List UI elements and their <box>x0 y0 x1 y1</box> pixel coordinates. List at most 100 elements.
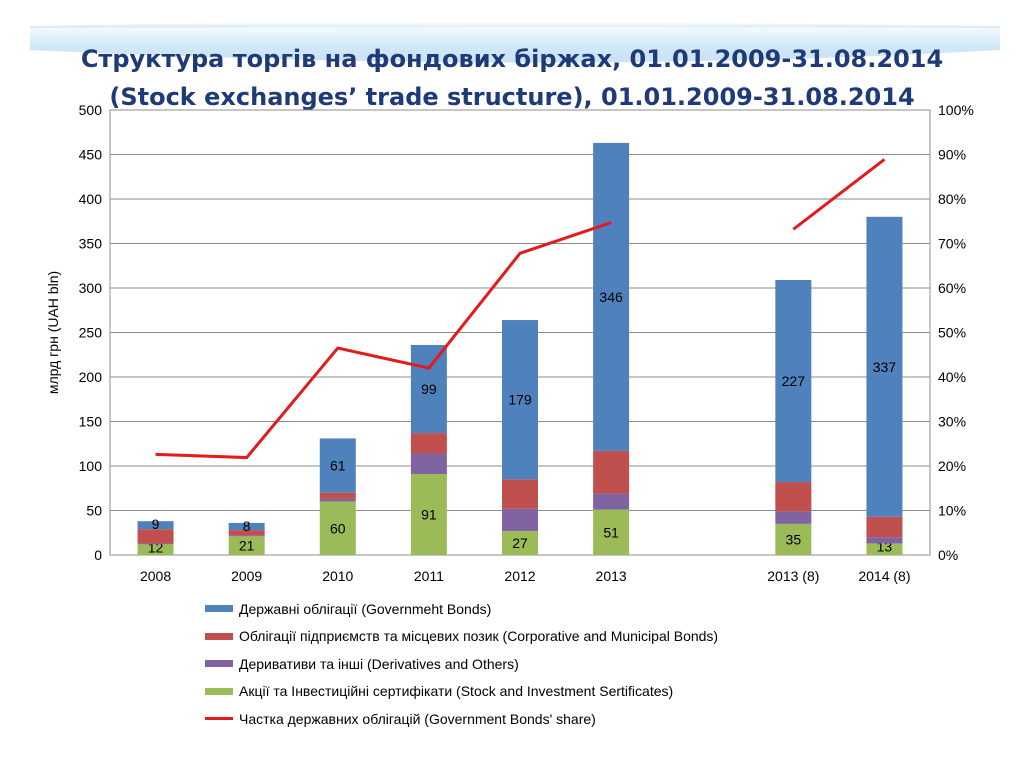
bar-derivatives <box>775 511 812 524</box>
bar-stocks <box>319 501 356 555</box>
bar-government <box>593 142 630 451</box>
chart-title: Структура торгів на фондових біржах, 01.… <box>0 40 1024 116</box>
y2-tick-label: 50% <box>938 325 966 341</box>
bar-corporate <box>228 530 265 536</box>
legend-item-derivatives: Деривативи та інші (Derivatives and Othe… <box>205 650 718 678</box>
bar-derivatives <box>319 498 356 502</box>
y2-tick-label: 20% <box>938 458 966 474</box>
bar-stocks <box>502 530 538 555</box>
legend-item-corporate: Облігації підприємств та місцевих позик … <box>205 623 718 651</box>
bar-corporate <box>502 479 538 509</box>
y2-tick-label: 10% <box>938 503 966 519</box>
y-axis-label: млрд грн (UAH bln) <box>45 271 61 394</box>
data-label-stocks: 35 <box>786 531 802 547</box>
bar-stocks <box>775 523 812 555</box>
data-label-government: 8 <box>243 518 251 534</box>
data-label-government: 99 <box>421 381 437 397</box>
data-label-government: 227 <box>782 373 806 389</box>
share-line <box>155 221 612 460</box>
x-tick-label: 2012 <box>504 568 535 584</box>
bar-corporate <box>866 516 903 538</box>
bar-stocks <box>593 509 630 555</box>
legend-item-stocks: Акції та Інвестиційні сертифікати (Stock… <box>205 678 718 706</box>
title-banner <box>30 22 1000 107</box>
data-label-government: 346 <box>599 289 623 305</box>
legend-label: Деривативи та інші (Derivatives and Othe… <box>239 655 519 672</box>
legend-swatch <box>205 717 233 721</box>
chart-title-line-2: (Stock exchanges’ trade structure), 01.0… <box>109 83 915 111</box>
bar-corporate <box>593 450 630 494</box>
data-label-stocks: 21 <box>239 538 255 554</box>
bar-derivatives <box>410 453 447 475</box>
y2-tick-label: 40% <box>938 369 966 385</box>
bar-corporate <box>410 433 447 454</box>
data-label-government: 9 <box>152 516 160 532</box>
bar-stocks <box>410 474 447 555</box>
x-tick-label: 2014 (8) <box>858 568 910 584</box>
data-label-government: 337 <box>873 359 897 375</box>
data-label-government: 61 <box>330 458 346 474</box>
y2-tick-label: 60% <box>938 280 966 296</box>
y-tick-label: 0 <box>94 547 102 563</box>
y-tick-label: 300 <box>79 280 103 296</box>
bar-derivatives <box>502 508 538 531</box>
bar-corporate <box>319 492 356 499</box>
y-tick-label: 250 <box>79 325 103 341</box>
y-tick-label: 150 <box>79 414 103 430</box>
legend-label: Акції та Інвестиційні сертифікати (Stock… <box>239 683 674 700</box>
legend-swatch <box>205 687 233 695</box>
legend-swatch <box>205 632 233 640</box>
x-tick-label: 2013 (8) <box>767 568 819 584</box>
bar-government <box>866 216 903 517</box>
x-tick-label: 2013 <box>596 568 627 584</box>
legend-swatch <box>205 605 233 613</box>
bar-corporate <box>775 482 812 512</box>
y-tick-label: 200 <box>79 369 103 385</box>
bar-derivatives <box>228 535 265 537</box>
data-label-stocks: 27 <box>512 535 528 551</box>
bar-stocks <box>866 543 903 555</box>
data-label-stocks: 91 <box>421 507 437 523</box>
bar-government <box>228 522 265 531</box>
bar-government <box>502 320 538 480</box>
y-tick-label: 450 <box>79 147 103 163</box>
y-tick-label: 100 <box>79 458 103 474</box>
bar-stocks <box>137 544 174 555</box>
x-tick-label: 2009 <box>231 568 262 584</box>
legend-item-share_line: Частка державних облігацій (Government B… <box>205 705 718 733</box>
y2-tick-label: 100% <box>938 102 974 118</box>
chart-title-line-1: Структура торгів на фондових біржах, 01.… <box>80 45 944 73</box>
data-label-stocks: 51 <box>603 524 619 540</box>
bar-government <box>775 279 812 483</box>
y2-tick-label: 70% <box>938 236 966 252</box>
y2-tick-label: 90% <box>938 147 966 163</box>
share-line <box>792 158 886 231</box>
y-tick-label: 50 <box>86 503 102 519</box>
bar-derivatives <box>593 493 630 510</box>
x-tick-label: 2011 <box>414 568 444 584</box>
x-tick-label: 2008 <box>140 568 171 584</box>
y2-tick-label: 30% <box>938 414 966 430</box>
bar-corporate <box>137 529 174 544</box>
bar-stocks <box>228 536 265 555</box>
legend-label: Державні облігації (Governmeht Bonds) <box>239 600 492 617</box>
bar-government <box>319 438 356 493</box>
bar-government <box>137 521 174 530</box>
y2-tick-label: 80% <box>938 191 966 207</box>
y2-tick-label: 0% <box>938 547 958 563</box>
x-tick-label: 2010 <box>322 568 353 584</box>
chart-legend: Державні облігації (Governmeht Bonds) Обл… <box>205 595 718 733</box>
data-label-stocks: 60 <box>330 520 346 536</box>
legend-swatch <box>205 660 233 668</box>
bar-derivatives <box>137 543 174 545</box>
legend-label: Облігації підприємств та місцевих позик … <box>239 628 719 645</box>
bar-derivatives <box>866 537 903 544</box>
legend-label: Частка державних облігацій (Government B… <box>239 710 596 727</box>
legend-item-government: Державні облігації (Governmeht Bonds) <box>205 595 718 623</box>
y-tick-label: 350 <box>79 236 103 252</box>
y-tick-label: 400 <box>79 191 103 207</box>
y-tick-label: 500 <box>79 102 103 118</box>
data-label-government: 179 <box>508 392 532 408</box>
bar-government <box>410 344 447 434</box>
